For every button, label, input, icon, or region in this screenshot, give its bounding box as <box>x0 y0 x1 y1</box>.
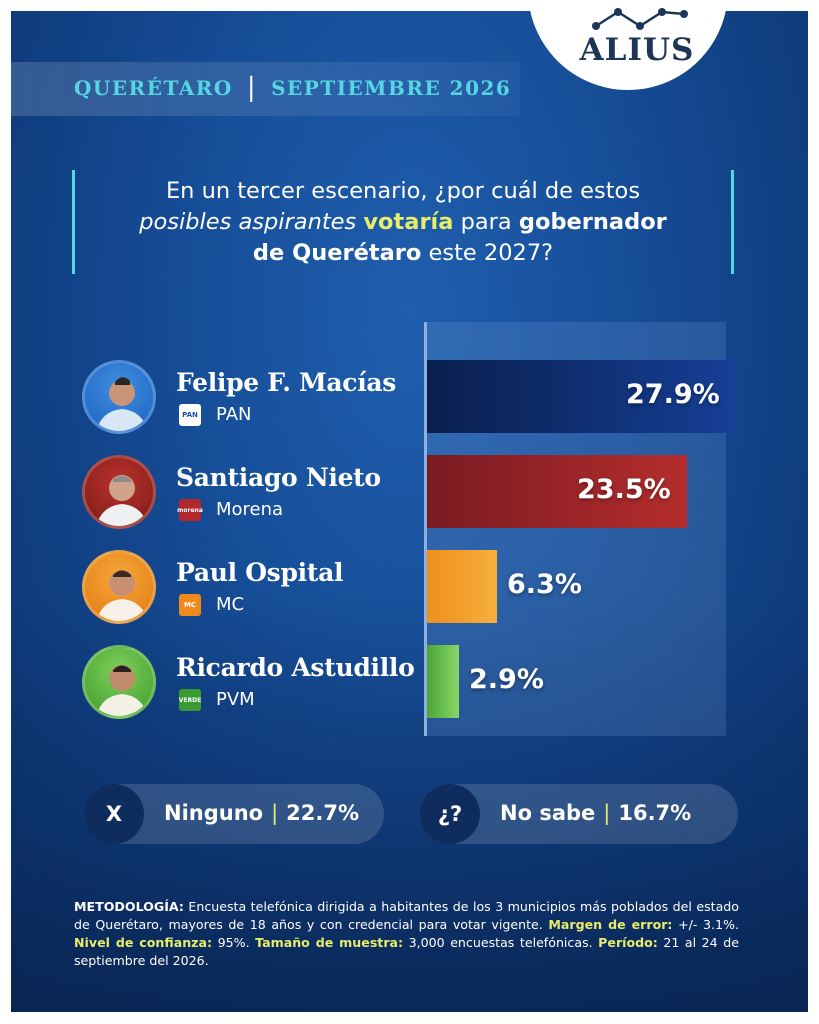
bar-2 <box>427 455 687 528</box>
methodology-text-4: 3,000 encuestas telefónicas. <box>408 935 593 950</box>
methodology-text-5: 21 al 24 de septiembre del 2026. <box>74 935 739 968</box>
question-mark-icon: ¿? <box>420 784 480 844</box>
methodology-text-2: +/- 3.1%. <box>678 917 739 932</box>
question-tail: este 2027? <box>428 240 554 266</box>
survey-question: En un tercer escenario, ¿por cuál de est… <box>72 170 734 274</box>
candidate-name-3: Paul Ospital <box>176 558 344 587</box>
person-silhouette-icon <box>96 570 148 621</box>
candidate-name-2: Santiago Nieto <box>176 463 381 492</box>
methodology-text-3: 95%. <box>217 935 250 950</box>
person-silhouette-icon <box>96 665 148 716</box>
question-strong-1: gobernador <box>518 209 667 235</box>
methodology-text-1: Encuesta telefónica dirigida a habitante… <box>74 899 739 932</box>
header-separator: | <box>246 73 258 103</box>
header-date: SEPTIEMBRE 2026 <box>271 76 512 100</box>
pill-ninguno-value: 22.7% <box>286 801 360 825</box>
methodology-key-2: Margen de error: <box>548 917 673 932</box>
bar-4 <box>427 645 459 718</box>
question-line-2: posibles aspirantes votaría para goberna… <box>105 207 701 238</box>
candidate-party-3: MC <box>216 594 245 615</box>
question-strong-2: de Querétaro <box>252 240 422 266</box>
bar-3 <box>427 550 497 623</box>
methodology-key-5: Período: <box>598 935 658 950</box>
methodology-key-4: Tamaño de muestra: <box>255 935 404 950</box>
question-connector: para <box>460 209 512 235</box>
question-highlight: votaría <box>363 209 454 235</box>
header-state: QUERÉTARO <box>74 76 233 100</box>
person-silhouette-icon <box>96 475 148 526</box>
header-title: QUERÉTARO | SEPTIEMBRE 2026 <box>74 73 512 103</box>
methodology-key-1: METODOLOGÍA: <box>74 899 184 914</box>
candidate-party-1: PAN <box>216 404 252 425</box>
methodology-key-3: Nivel de confianza: <box>74 935 213 950</box>
pill-no-sabe-label: No sabe <box>500 801 596 825</box>
candidate-photo-3 <box>82 550 156 624</box>
question-line-3: de Querétaro este 2027? <box>105 238 701 269</box>
candidate-name-4: Ricardo Astudillo <box>176 653 415 682</box>
pill-no-sabe: ¿? No sabe | 16.7% <box>420 784 738 844</box>
candidate-photo-1 <box>82 360 156 434</box>
pill-ninguno: X Ninguno | 22.7% <box>84 784 384 844</box>
pill-no-sabe-text: No sabe | 16.7% <box>500 801 691 825</box>
network-chart-icon <box>592 8 688 30</box>
candidate-name-1: Felipe F. Macías <box>176 368 397 397</box>
bar-value-label-2: 23.5% <box>577 474 671 505</box>
pill-no-sabe-value: 16.7% <box>618 801 692 825</box>
mc-logo-icon: MC <box>179 594 201 616</box>
pvm-logo-icon: VERDE <box>179 689 201 711</box>
morena-logo-icon: morena <box>177 499 203 521</box>
header-band <box>0 62 520 116</box>
candidate-party-4: PVM <box>216 689 255 710</box>
bar-value-label-4: 2.9% <box>469 664 544 695</box>
pan-logo-icon: PAN <box>179 404 201 426</box>
question-emphasis: posibles aspirantes <box>139 209 357 235</box>
pill-ninguno-label: Ninguno <box>164 801 264 825</box>
pill-separator: | <box>271 801 279 825</box>
candidate-party-2: Morena <box>216 499 284 520</box>
bar-1 <box>427 360 736 433</box>
x-icon: X <box>84 784 144 844</box>
brand-logo-text: ALIUS <box>579 32 695 68</box>
bar-value-label-1: 27.9% <box>626 379 720 410</box>
bar-value-label-3: 6.3% <box>507 569 582 600</box>
pill-ninguno-text: Ninguno | 22.7% <box>164 801 359 825</box>
methodology-note: METODOLOGÍA: Encuesta telefónica dirigid… <box>74 898 739 970</box>
question-line-1: En un tercer escenario, ¿por cuál de est… <box>165 178 641 204</box>
candidate-photo-2 <box>82 455 156 529</box>
person-silhouette-icon <box>96 377 148 431</box>
pill-separator: | <box>603 801 611 825</box>
candidate-photo-4 <box>82 645 156 719</box>
